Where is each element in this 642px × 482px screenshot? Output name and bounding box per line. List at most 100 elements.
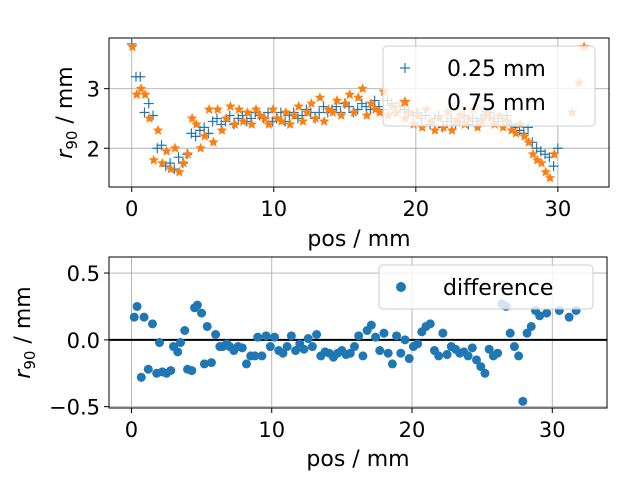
bottom-panel: 0 10 20 30 −0.5 0.0 0.5 difference pos / mm r9… — [11, 256, 608, 472]
top-point-star — [152, 124, 164, 135]
top-point-star — [544, 172, 556, 183]
bottom-y-axis-label-sub: 90 — [21, 351, 39, 370]
top-point-star — [263, 118, 274, 129]
bottom-point-circle — [484, 344, 494, 354]
bottom-point-circle — [349, 342, 359, 352]
top-point-star — [131, 89, 142, 100]
top-point-star — [233, 104, 245, 114]
top-point-star — [191, 118, 202, 129]
top-point-star — [549, 148, 560, 159]
top-legend-marker — [399, 96, 411, 107]
top-point-plus — [143, 98, 154, 109]
top-y-tick-label: 3 — [87, 78, 100, 102]
top-point-star — [319, 115, 330, 126]
top-point-star — [140, 89, 151, 100]
top-point-star — [212, 104, 223, 114]
top-y-axis-label-sub: 90 — [63, 131, 81, 150]
top-point-star — [280, 107, 292, 117]
top-point-star — [169, 142, 181, 153]
bottom-point-circle — [396, 348, 406, 358]
top-point-star — [361, 110, 372, 120]
top-point-star — [195, 142, 206, 153]
top-point-star — [540, 166, 551, 177]
bottom-point-circle — [250, 351, 260, 361]
bottom-point-circle — [261, 331, 271, 341]
bottom-point-circle — [241, 359, 251, 369]
bottom-point-circle — [286, 331, 296, 341]
bottom-point-circle — [522, 328, 532, 338]
top-y-axis-label: r90 / mm — [53, 66, 81, 158]
top-point-star — [306, 98, 317, 108]
bottom-point-circle — [257, 351, 267, 361]
top-point-plus — [548, 161, 559, 172]
top-panel: 0 10 20 30 2 3 0.25 mm 0.75 mm pos / mm r90 / … — [53, 37, 610, 252]
bottom-x-tick-label: 0 — [125, 418, 138, 442]
top-point-star — [429, 124, 441, 135]
top-y-axis-label-unit: / mm — [53, 66, 78, 130]
bottom-point-circle — [136, 372, 146, 382]
top-x-tick-label: 10 — [260, 197, 287, 221]
top-point-star — [284, 118, 296, 129]
top-point-star — [344, 89, 355, 100]
bottom-point-circle — [480, 368, 490, 378]
top-legend[interactable]: 0.25 mm 0.75 mm — [382, 45, 596, 127]
top-x-tick-label: 20 — [402, 197, 429, 221]
bottom-point-circle — [442, 350, 452, 360]
top-point-plus — [139, 107, 150, 118]
top-point-plus — [156, 140, 167, 151]
bottom-x-tick-label: 30 — [539, 418, 566, 442]
top-point-star — [523, 136, 534, 147]
top-point-plus — [318, 101, 329, 112]
top-point-plus — [199, 122, 210, 133]
bottom-point-circle — [132, 301, 142, 311]
top-point-star — [519, 130, 530, 141]
bottom-y-axis-label: r90 / mm — [11, 286, 39, 378]
bottom-legend-marker — [396, 282, 406, 292]
bottom-point-circle — [438, 328, 448, 338]
top-point-star — [374, 107, 385, 117]
bottom-point-circle — [237, 343, 247, 353]
bottom-point-circle — [379, 328, 389, 338]
bottom-point-circle — [307, 342, 317, 352]
bottom-point-circle — [206, 358, 216, 368]
bottom-point-circle — [155, 338, 165, 348]
bottom-point-circle — [375, 346, 385, 356]
bottom-y-axis-label-base: r — [11, 368, 36, 379]
bottom-point-circle — [509, 342, 519, 352]
bottom-point-circle — [392, 331, 402, 341]
top-point-plus — [314, 107, 325, 118]
top-point-star — [331, 95, 343, 105]
top-point-star — [293, 101, 304, 111]
top-legend-label: 0.25 mm — [447, 57, 546, 82]
bottom-point-circle — [143, 364, 153, 374]
bottom-point-circle — [299, 344, 309, 354]
bottom-y-tick-label: 0.0 — [67, 329, 100, 353]
bottom-point-circle — [383, 348, 393, 358]
bottom-point-circle — [173, 347, 183, 357]
bottom-point-circle — [176, 338, 186, 348]
top-y-tick-label: 2 — [87, 137, 100, 161]
bottom-y-axis-label-unit: / mm — [11, 286, 36, 350]
top-point-star — [135, 83, 147, 94]
bottom-legend[interactable]: difference — [378, 264, 594, 310]
top-point-plus — [173, 152, 184, 163]
top-point-star — [297, 115, 309, 126]
bottom-point-circle — [518, 396, 528, 406]
top-point-star — [148, 154, 159, 165]
top-point-plus — [190, 131, 201, 142]
top-point-star — [203, 104, 215, 114]
top-point-star — [157, 157, 168, 168]
top-point-star — [472, 121, 483, 132]
top-point-star — [301, 107, 313, 117]
top-point-star — [221, 113, 232, 123]
top-point-star — [327, 107, 338, 117]
top-x-tick-label: 0 — [125, 197, 138, 221]
top-point-star — [250, 104, 262, 114]
bottom-x-axis-label: pos / mm — [306, 447, 409, 472]
bottom-point-circle — [187, 366, 197, 376]
top-point-star — [216, 124, 228, 135]
bottom-point-circle — [505, 328, 515, 338]
bottom-point-circle — [270, 332, 280, 342]
top-point-star — [144, 113, 155, 123]
